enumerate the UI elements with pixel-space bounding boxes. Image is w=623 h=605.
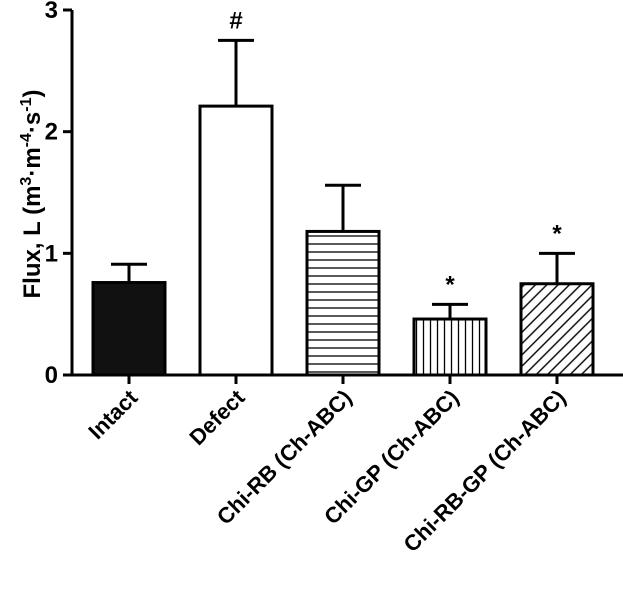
y-tick-label: 0 bbox=[45, 362, 58, 389]
bar bbox=[198, 104, 274, 377]
y-axis-title: Flux, L (m3·m-4·s-1) bbox=[18, 90, 46, 299]
y-axis: 0 1 2 3 bbox=[45, 0, 74, 389]
x-tick-label: Defect bbox=[184, 384, 250, 450]
y-tick-label: 2 bbox=[45, 119, 58, 146]
x-tick-label: Intact bbox=[83, 384, 143, 444]
bar bbox=[91, 281, 167, 377]
bar bbox=[519, 282, 595, 377]
significance-marker: * bbox=[552, 220, 562, 247]
bar-group: Intact bbox=[83, 262, 167, 444]
bar bbox=[305, 229, 381, 377]
bar-group: # Defect bbox=[184, 7, 274, 450]
bar bbox=[412, 317, 488, 377]
y-tick-label: 3 bbox=[45, 0, 58, 24]
y-tick-label: 1 bbox=[45, 240, 58, 267]
significance-marker: * bbox=[445, 271, 455, 298]
significance-marker: # bbox=[229, 7, 242, 34]
bar-group: *Chi-RB-GP (Ch-ABC) bbox=[398, 220, 595, 557]
